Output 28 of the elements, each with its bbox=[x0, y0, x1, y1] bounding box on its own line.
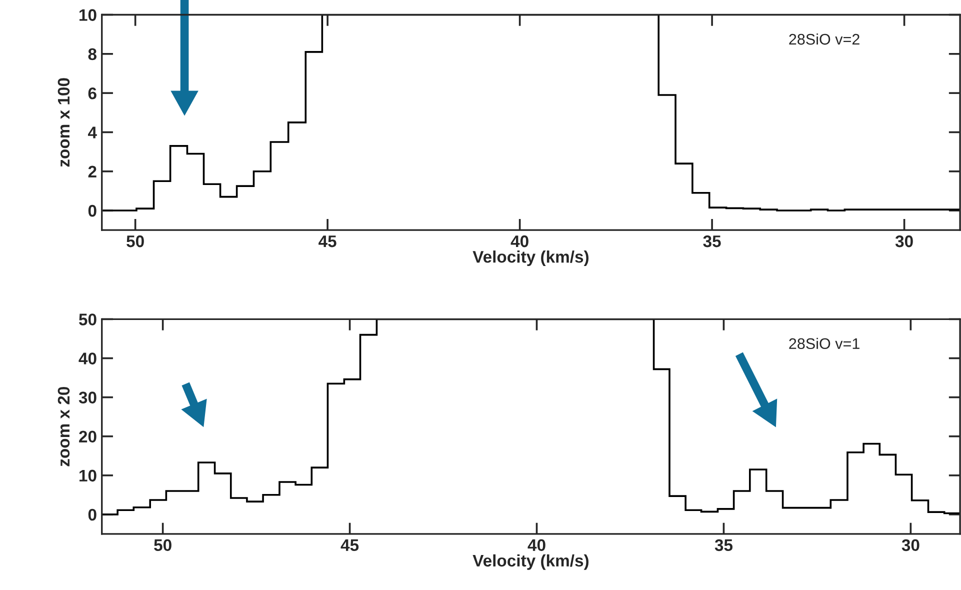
x-tick-label: 30 bbox=[895, 235, 913, 248]
y-axis-title: zoom x 100 bbox=[58, 78, 70, 167]
x-axis-title: Velocity (km/s) bbox=[472, 250, 588, 266]
y-tick-label: 50 bbox=[78, 314, 96, 326]
y-axis-title: zoom x 20 bbox=[58, 386, 70, 466]
x-tick-label: 30 bbox=[902, 539, 920, 552]
y-tick-label: 20 bbox=[79, 430, 96, 443]
x-tick-label: 35 bbox=[714, 539, 733, 552]
x-axis-title: Velocity (km/s) bbox=[472, 554, 588, 570]
x-tick-label: 50 bbox=[126, 235, 144, 248]
y-tick-label: 0 bbox=[88, 204, 96, 217]
x-tick-label: 35 bbox=[703, 235, 721, 248]
y-tick-label: 0 bbox=[88, 508, 96, 521]
y-tick-label: 2 bbox=[88, 166, 96, 178]
x-tick-label: 40 bbox=[528, 539, 546, 552]
y-tick-label: 8 bbox=[88, 48, 96, 60]
x-tick-label: 45 bbox=[340, 539, 359, 552]
x-tick-label: 50 bbox=[154, 539, 172, 552]
y-tick-label: 10 bbox=[80, 9, 96, 21]
annotation: 28SiO v=1 bbox=[789, 338, 860, 350]
y-tick-label: 10 bbox=[80, 470, 96, 482]
y-tick-label: 6 bbox=[88, 87, 96, 100]
x-tick-label: 45 bbox=[318, 236, 336, 248]
y-tick-label: 40 bbox=[78, 352, 96, 364]
x-tick-label: 40 bbox=[510, 235, 528, 248]
annotation: 28SiO v=2 bbox=[789, 33, 860, 45]
y-tick-label: 30 bbox=[78, 392, 96, 404]
y-tick-label: 4 bbox=[88, 126, 97, 138]
